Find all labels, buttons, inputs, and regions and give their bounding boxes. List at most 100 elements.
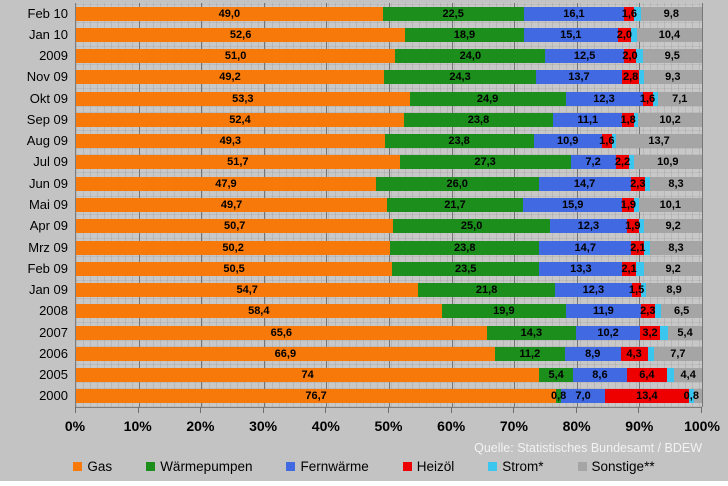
bar-segment-fernwrme: 12,5: [545, 49, 624, 64]
row-label: Nov 09: [26, 69, 68, 85]
segment-value-label: 2,2: [614, 156, 631, 169]
segment-value-label: 25,0: [460, 220, 483, 233]
bar-row: 49,3 23,8 10,9 1,6 13,7: [76, 134, 702, 149]
bar-segment-heizl: 6,4: [626, 368, 667, 383]
x-tick-label: 0%: [64, 418, 86, 434]
segment-value-label: 13,3: [570, 262, 592, 275]
bar-segment-wrmepumpen: 23,5: [392, 261, 540, 276]
bar-segment-gas: 52,4: [76, 112, 405, 127]
x-tick-mark: [137, 407, 139, 413]
segment-value-label: 21,7: [444, 198, 466, 211]
bar-segment-sonstige: 10,9: [633, 155, 702, 170]
bar-segment-strom: [647, 346, 654, 361]
legend-item-gas: Gas: [73, 459, 112, 474]
bar-segment-sonstige: 10,4: [636, 27, 702, 42]
x-tick-label: 80%: [562, 418, 591, 434]
bar-segment-gas: 51,7: [76, 155, 400, 170]
row-label: Jan 09: [28, 282, 68, 298]
segment-value-label: 7,7: [670, 347, 686, 360]
bar-segment-heizl: 2,3: [630, 176, 645, 191]
x-tick-mark: [513, 407, 515, 413]
bar-segment-fernwrme: 14,7: [539, 240, 632, 255]
bar-segment-fernwrme: 8,6: [573, 368, 627, 383]
segment-value-label: 24,9: [476, 92, 499, 105]
segment-value-label: 10,2: [659, 113, 681, 126]
segment-value-label: 2,3: [640, 305, 656, 318]
bar-row: 54,7 21,8 12,3 1,5 8,9: [76, 283, 702, 298]
segment-value-label: 1,5: [628, 283, 645, 296]
segment-value-label: 2,0: [616, 28, 632, 41]
bar-row: 49,2 24,3 13,7 2,8 9,3: [76, 70, 702, 85]
segment-value-label: 23,8: [454, 241, 476, 254]
bar-segment-wrmepumpen: 0,8: [551, 389, 566, 404]
bar-segment-fernwrme: 15,9: [522, 198, 623, 212]
segment-value-label: 51,7: [227, 156, 249, 169]
segment-value-label: 2,1: [621, 262, 637, 275]
bar-segment-gas: 53,3: [76, 91, 410, 106]
row-label: Sep 09: [26, 111, 68, 127]
segment-value-label: 1,9: [625, 220, 641, 233]
segment-value-label: 49,7: [220, 198, 243, 211]
bar-segment-strom: [652, 91, 658, 106]
row-label: 2008: [39, 303, 68, 319]
row-label: Jun 09: [28, 175, 68, 191]
segment-value-label: 21,8: [475, 283, 498, 296]
bar-segment-strom: 0,8: [684, 389, 699, 404]
bottom-strip: [0, 481, 728, 486]
legend-swatch-icon: [402, 462, 412, 471]
bar-segment-wrmepumpen: 22,5: [382, 6, 524, 21]
bar-segment-gas: 49,7: [76, 198, 388, 212]
segment-value-label: 54,7: [236, 283, 258, 296]
segment-value-label: 12,5: [573, 49, 596, 62]
legend-label: Strom*: [502, 459, 544, 474]
bar-segment-gas: 52,6: [76, 27, 406, 42]
major-gridline: [702, 3, 703, 407]
x-tick-label: 60%: [437, 418, 466, 434]
plot-area: 49,0 22,5 16,1 1,6 9,8 52,6 18,9 15,1 2,0 10,4 51,…: [75, 3, 703, 408]
segment-value-label: 10,4: [658, 28, 681, 41]
bar-segment-gas: 74: [76, 368, 540, 383]
bar-segment-heizl: 2,1: [621, 261, 637, 276]
bar-segment-wrmepumpen: 24,9: [409, 91, 566, 106]
segment-value-label: 0,8: [683, 390, 699, 403]
segment-value-label: 14,7: [574, 241, 596, 254]
bar-row: 50,2 23,8 14,7 2,1 8,3: [76, 240, 702, 255]
bar-segment-fernwrme: 12,3: [554, 283, 632, 298]
bar-segment-heizl: 1,6: [599, 134, 614, 149]
bar-segment-strom: [638, 219, 645, 234]
bar-segment-wrmepumpen: 24,3: [383, 70, 537, 85]
legend-swatch-icon: [286, 462, 296, 471]
segment-value-label: 18,9: [453, 28, 476, 41]
segment-value-label: 24,3: [449, 71, 471, 84]
segment-value-label: 9,2: [665, 220, 681, 233]
bar-segment-fernwrme: 15,1: [523, 27, 619, 42]
bar-segment-wrmepumpen: 25,0: [393, 219, 550, 234]
row-label: Jan 10: [28, 26, 68, 42]
segment-value-label: 8,6: [592, 368, 608, 381]
bar-segment-strom: [655, 304, 662, 319]
bar-segment-gas: 49,0: [76, 6, 383, 21]
legend-item-heizl: Heizöl: [402, 459, 454, 474]
segment-value-label: 12,3: [582, 283, 605, 296]
bar-row: 50,7 25,0 12,3 1,9 9,2: [76, 219, 702, 234]
segment-value-label: 22,5: [442, 7, 464, 20]
row-label: 2005: [39, 367, 68, 383]
segment-value-label: 14,7: [573, 177, 596, 190]
segment-value-label: 52,6: [229, 28, 252, 41]
segment-value-label: 1,8: [620, 113, 636, 126]
bar-segment-strom: [644, 240, 651, 255]
x-tick-label: 30%: [249, 418, 278, 434]
bar-segment-sonstige: 6,5: [661, 304, 702, 319]
bar-segment-wrmepumpen: 19,9: [441, 304, 567, 319]
bar-segment-wrmepumpen: 24,0: [395, 49, 546, 64]
segment-value-label: 1,6: [621, 7, 638, 20]
bar-segment-strom: [660, 325, 669, 340]
bar-segment-strom: [639, 70, 644, 85]
row-label: Mrz 09: [28, 239, 68, 255]
bar-segment-sonstige: 5,4: [668, 325, 702, 340]
segment-value-label: 24,0: [459, 49, 482, 62]
segment-value-label: 26,0: [446, 177, 468, 190]
bar-segment-sonstige: 9,2: [644, 219, 702, 234]
row-label: 2006: [39, 345, 68, 361]
segment-value-label: 52,4: [229, 113, 251, 126]
